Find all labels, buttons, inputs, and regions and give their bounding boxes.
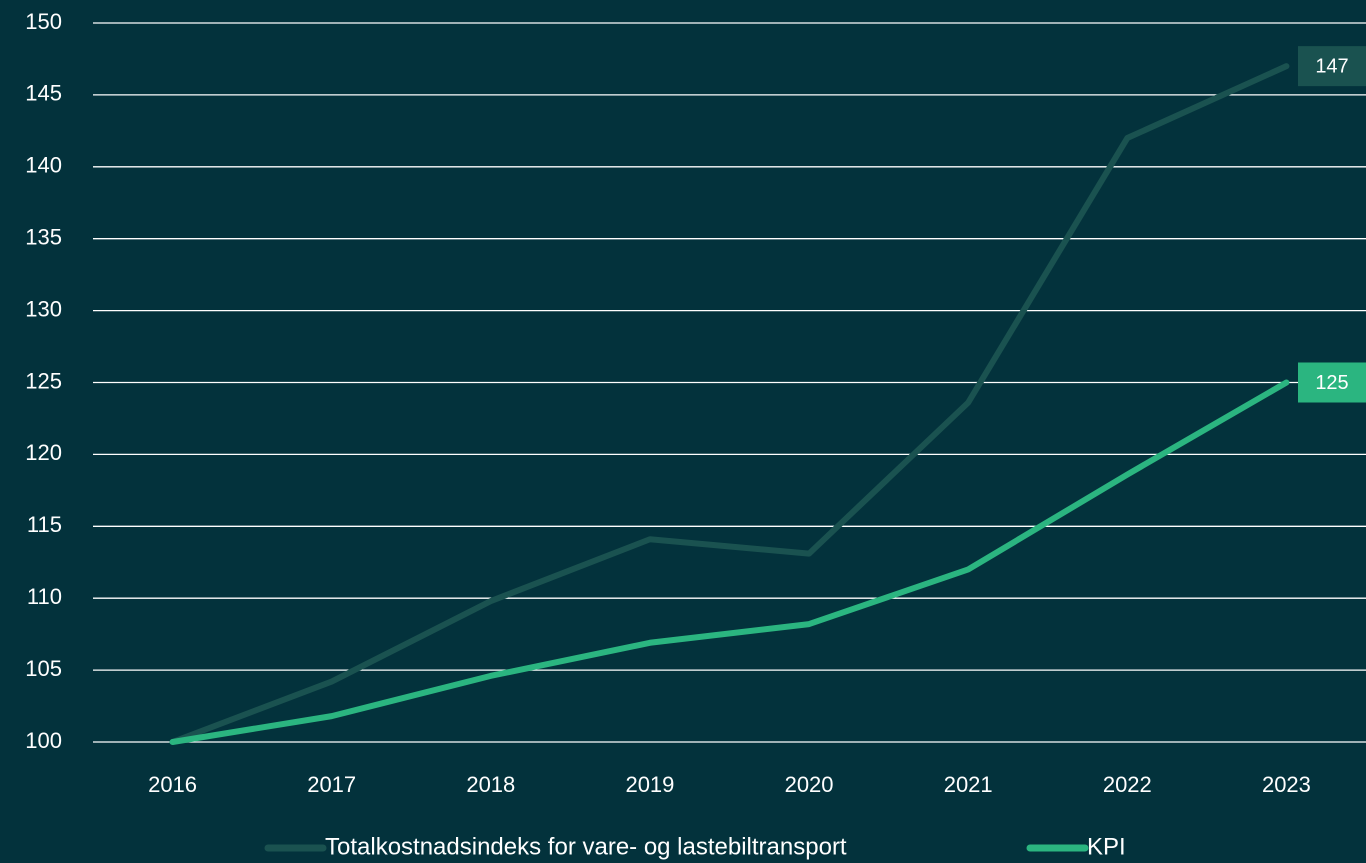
data-label-box xyxy=(1298,46,1366,87)
y-tick-label: 105 xyxy=(25,656,62,681)
x-tick-label: 2023 xyxy=(1262,772,1311,797)
y-tick-label: 145 xyxy=(25,81,62,106)
y-tick-label: 100 xyxy=(25,728,62,753)
y-tick-label: 130 xyxy=(25,296,62,321)
x-tick-label: 2019 xyxy=(625,772,674,797)
y-tick-label: 140 xyxy=(25,153,62,178)
x-tick-label: 2020 xyxy=(785,772,834,797)
x-tick-label: 2018 xyxy=(466,772,515,797)
data-label-box xyxy=(1298,362,1366,403)
x-tick-label: 2021 xyxy=(944,772,993,797)
x-tick-label: 2022 xyxy=(1103,772,1152,797)
data-label: 147 xyxy=(1315,55,1348,77)
y-tick-label: 125 xyxy=(25,368,62,393)
data-label: 125 xyxy=(1315,372,1348,394)
y-tick-label: 115 xyxy=(27,512,62,537)
y-tick-label: 110 xyxy=(27,584,62,609)
x-tick-label: 2017 xyxy=(307,772,356,797)
line-series xyxy=(169,379,1290,745)
line-series xyxy=(169,63,1290,745)
y-tick-label: 120 xyxy=(25,440,62,465)
y-tick-label: 150 xyxy=(25,9,62,34)
y-tick-label: 135 xyxy=(25,225,62,250)
legend-label: Totalkostnadsindeks for vare- og lastebi… xyxy=(325,833,847,860)
legend-label: KPI xyxy=(1087,833,1126,860)
x-tick-label: 2016 xyxy=(148,772,197,797)
